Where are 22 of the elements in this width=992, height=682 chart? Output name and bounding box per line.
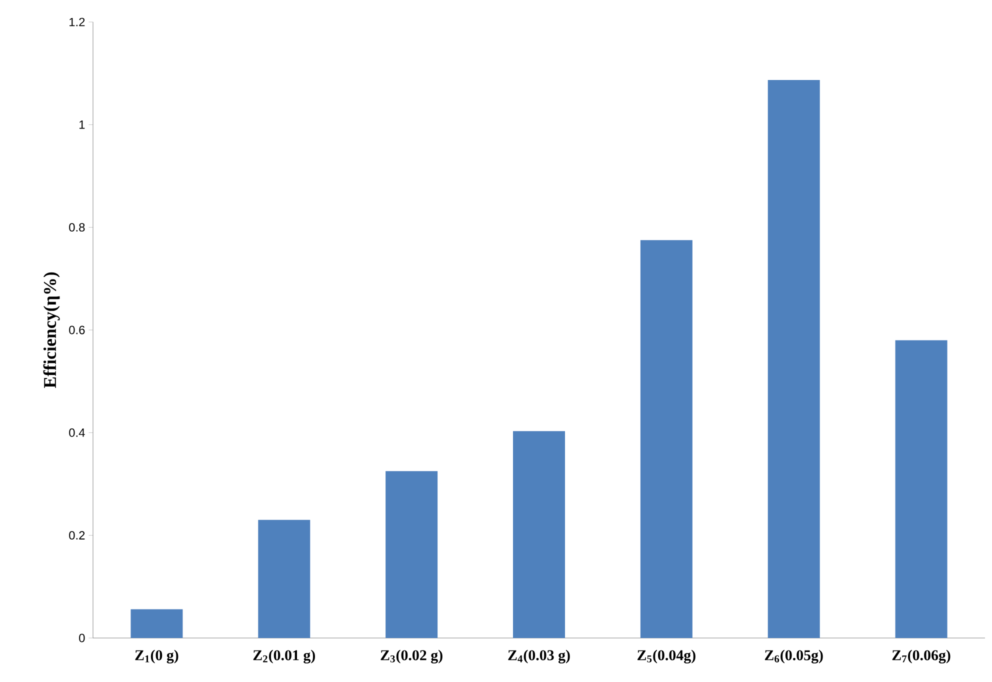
y-tick-label: 0.2 [69,531,85,540]
category-label: Z$_{3}$(0.02 g) [380,650,442,664]
category-label: Z$_{7}$(0.06g) [892,650,950,664]
bar [640,240,692,638]
bar [258,520,310,638]
category-label: Z$_{6}$(0.05g) [764,650,823,664]
bar [768,80,820,638]
category-label: Z$_{4}$(0.03 g) [508,650,570,664]
y-tick-label: 0.6 [69,326,85,334]
y-tick-label: 0.8 [69,223,85,232]
bar [513,431,566,638]
bar [130,609,183,638]
category-label: Z$_{2}$(0.01 g) [253,650,315,664]
y-tick-label: 0 [79,634,85,642]
y-axis-title: Efficiency(η%) [43,272,60,388]
bar [386,471,438,638]
y-tick-label: 1 [79,120,85,129]
category-label: Z$_{1}$(0 g) [135,650,178,664]
bar [895,340,948,638]
y-tick-label: 0.4 [69,428,85,437]
y-tick-label: 1.2 [70,18,85,26]
category-label: Z$_{5}$(0.04g) [638,650,696,664]
